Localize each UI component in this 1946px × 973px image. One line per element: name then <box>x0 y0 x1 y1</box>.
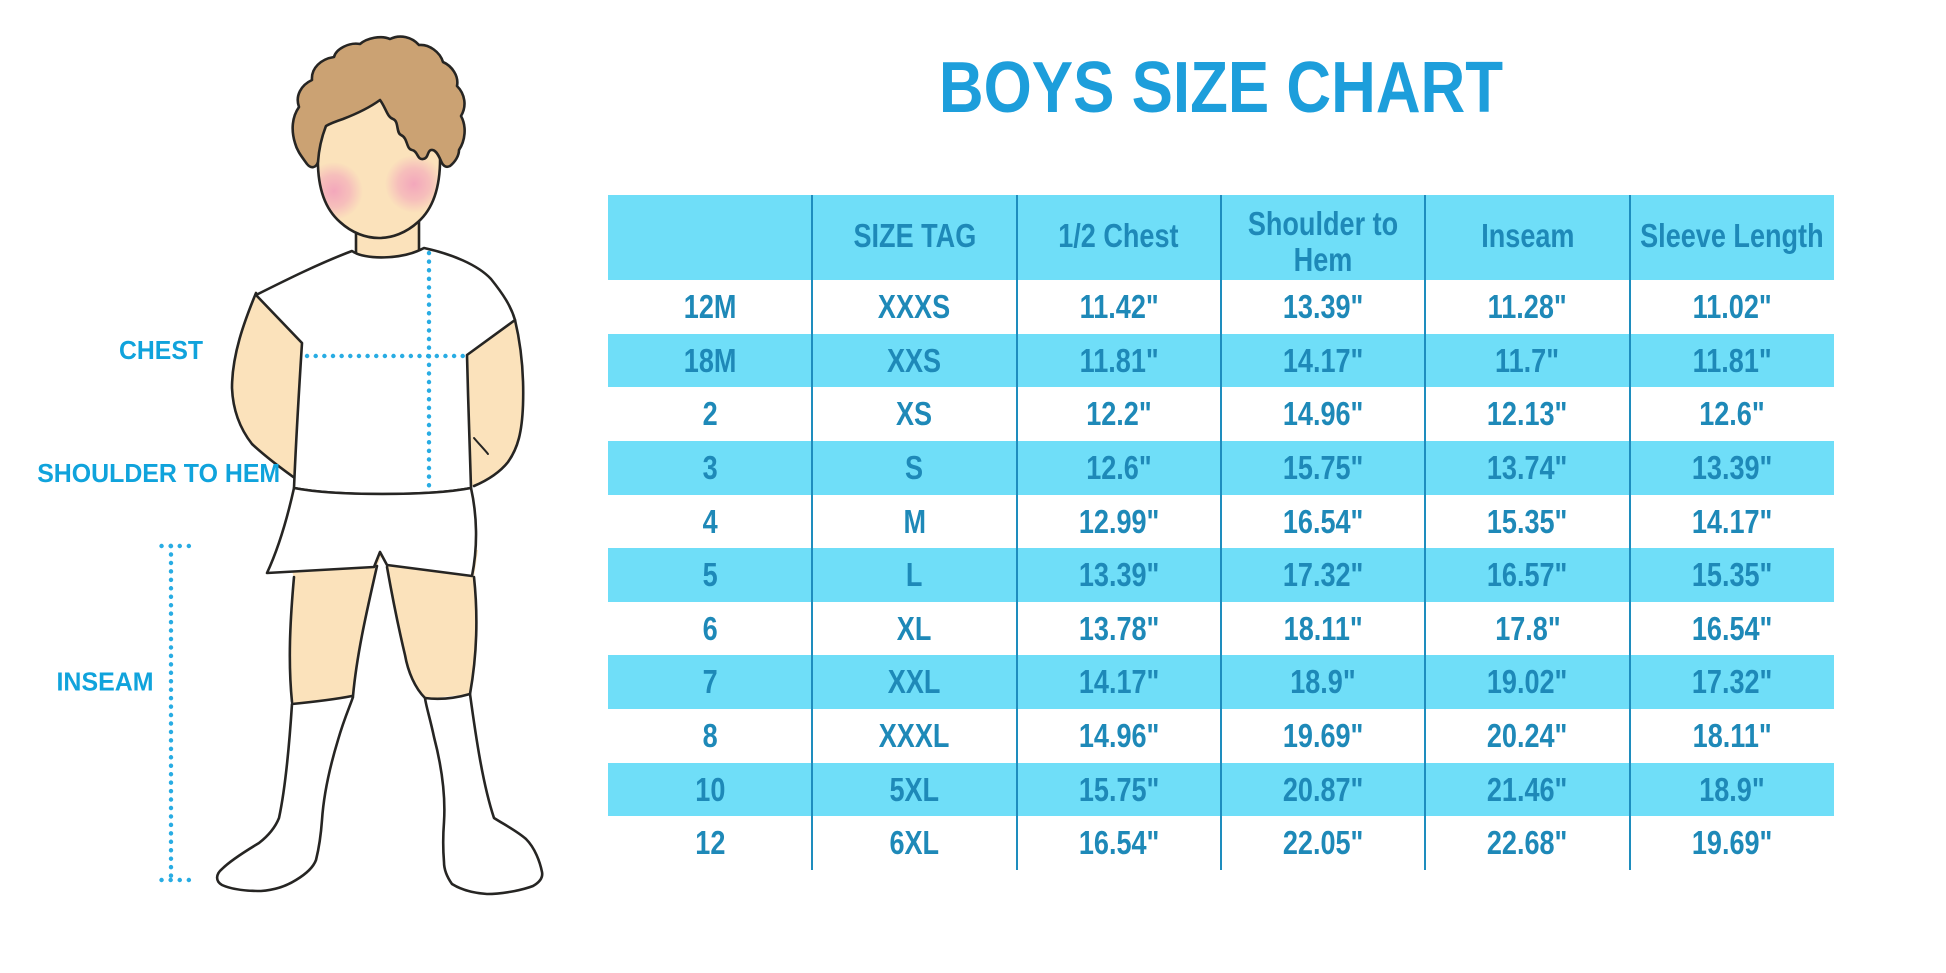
svg-text:SHOULDER TO HEM: SHOULDER TO HEM <box>37 458 280 488</box>
svg-text:INSEAM: INSEAM <box>57 667 154 697</box>
svg-text:CHEST: CHEST <box>119 335 203 365</box>
